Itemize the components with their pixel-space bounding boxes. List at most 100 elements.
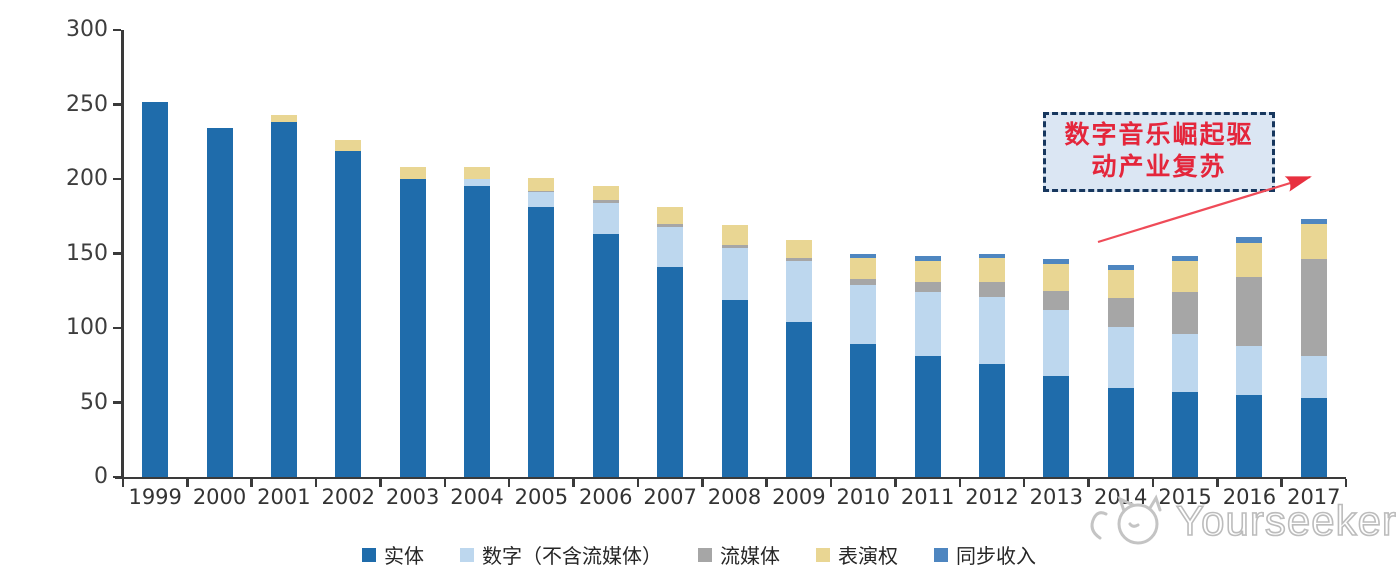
bar-segment [1043,375,1070,477]
bar-segment [206,128,233,477]
x-tick-label: 2015 [1158,485,1212,509]
x-axis-tick [1280,479,1283,487]
legend-swatch [934,547,948,562]
x-tick-label: 2008 [707,485,762,509]
bar-segment [657,223,684,227]
x-tick-label: 2003 [385,485,440,509]
legend-label: 数字（不含流媒体） [482,546,662,568]
bar-segment [850,344,877,477]
x-tick-label: 2010 [836,485,890,509]
x-axis-tick [894,479,897,487]
bar-segment [1107,326,1134,388]
legend-label: 流媒体 [720,546,780,568]
bar-segment [464,179,491,187]
y-axis-tick [113,103,121,106]
bar-segment [528,177,555,191]
x-tick-label: 2006 [579,485,633,509]
bar-segment [528,207,555,477]
y-axis-tick [113,252,121,255]
bar-segment [978,363,1005,477]
x-axis-line [115,476,1346,479]
bar-segment [850,278,877,285]
x-axis-tick [121,479,125,487]
x-axis-tick [1022,479,1026,487]
bar-segment [850,257,877,279]
bar-segment [592,202,619,235]
bar-segment [850,253,877,258]
bar-segment [1107,265,1134,270]
bar-segment [270,122,297,477]
x-axis-tick [379,479,382,487]
bar-segment [721,225,748,245]
x-axis-tick [1151,479,1155,487]
x-tick-label: 2009 [772,485,826,509]
y-tick-label: 250 [66,91,108,117]
bar-segment [914,256,941,261]
bar-segment [1172,333,1199,393]
x-axis-tick [701,479,704,487]
bar-segment [914,292,941,357]
bar-segment [978,296,1005,364]
x-axis-tick [250,479,253,487]
x-axis-tick [507,479,511,487]
x-axis-tick [443,479,447,487]
annotation-arrow [1097,175,1312,244]
chart-legend: 实体 数字（不含流媒体） 流媒体 表演权 同步收入 [0,540,1398,569]
bar-segment [1172,392,1199,477]
x-tick-label: 2002 [321,485,375,509]
bar-segment [335,150,362,477]
y-tick-label: 200 [66,166,108,191]
y-axis-tick [113,28,121,32]
x-tick-label: 2001 [257,485,311,509]
y-tick-label: 0 [94,464,108,489]
x-tick-label: 2017 [1287,485,1341,509]
bar-segment [592,199,619,203]
bar-segment [1172,292,1199,334]
bar-segment [270,114,297,123]
y-tick-label: 100 [66,315,108,340]
bar-segment [335,140,362,151]
y-tick-label: 150 [66,240,108,266]
x-tick-label: 2011 [900,485,955,509]
bar-segment [1236,237,1263,244]
bar-segment [1300,259,1327,357]
bar-segment [399,167,426,179]
y-tick-label: 300 [66,17,108,42]
bar-segment [785,322,812,477]
legend-swatch [698,547,712,562]
bar-segment [1300,398,1327,477]
legend-item: 数字（不含流媒体） [460,540,662,569]
bar-segment [721,244,748,248]
bar-segment [528,192,555,208]
x-tick-label: 2000 [192,485,247,509]
x-axis-tick [958,479,962,487]
legend-label: 同步收入 [956,546,1036,568]
annotation-text-line2: 动产业复苏 [1091,154,1227,181]
x-axis-tick [829,479,833,487]
bar-segment [592,234,619,477]
bar-segment [1172,260,1199,293]
bar-segment [657,207,684,224]
bar-segment [978,253,1005,258]
bar-segment [1236,345,1263,396]
legend-label: 表演权 [838,546,898,568]
bar-segment [1043,259,1070,264]
legend-item: 实体 [362,540,424,569]
x-tick-label: 2005 [514,485,569,509]
x-axis-tick [572,479,575,487]
bar-segment [1043,310,1070,376]
x-axis-tick [636,479,640,487]
x-axis-tick [314,479,318,487]
x-axis-tick [1344,479,1348,487]
x-axis-tick [186,479,189,487]
bar-segment [785,260,812,323]
legend-item: 同步收入 [934,540,1036,569]
x-axis-tick [765,479,768,487]
annotation-text-line1: 数字音乐崛起驱 [1064,122,1254,149]
legend-item: 表演权 [816,540,898,569]
bar-segment [914,356,941,477]
y-axis-tick [113,326,121,330]
bar-segment [1172,256,1199,261]
bar-segment [528,190,555,193]
annotation-box: 数字音乐崛起驱 动产业复苏 [1043,112,1275,192]
